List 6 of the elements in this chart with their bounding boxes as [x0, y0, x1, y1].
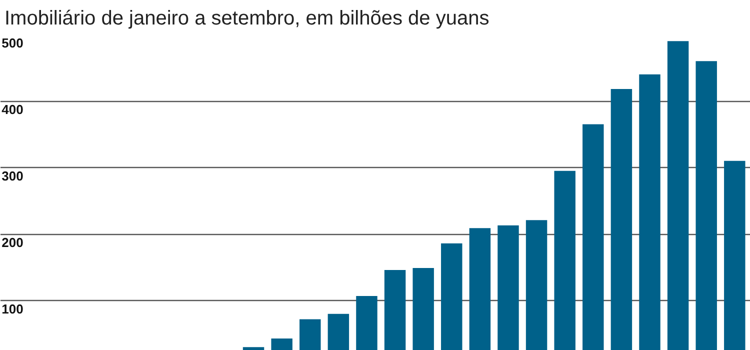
- y-tick-label: 300: [2, 168, 24, 184]
- y-tick-label: 200: [2, 235, 24, 250]
- chart-title: Imobiliário de janeiro a setembro, em bilhões de yuans: [4, 8, 490, 30]
- y-tick-label: 100: [2, 302, 24, 317]
- y-tick-label: 500: [2, 36, 24, 50]
- y-tick-label: 400: [2, 102, 24, 118]
